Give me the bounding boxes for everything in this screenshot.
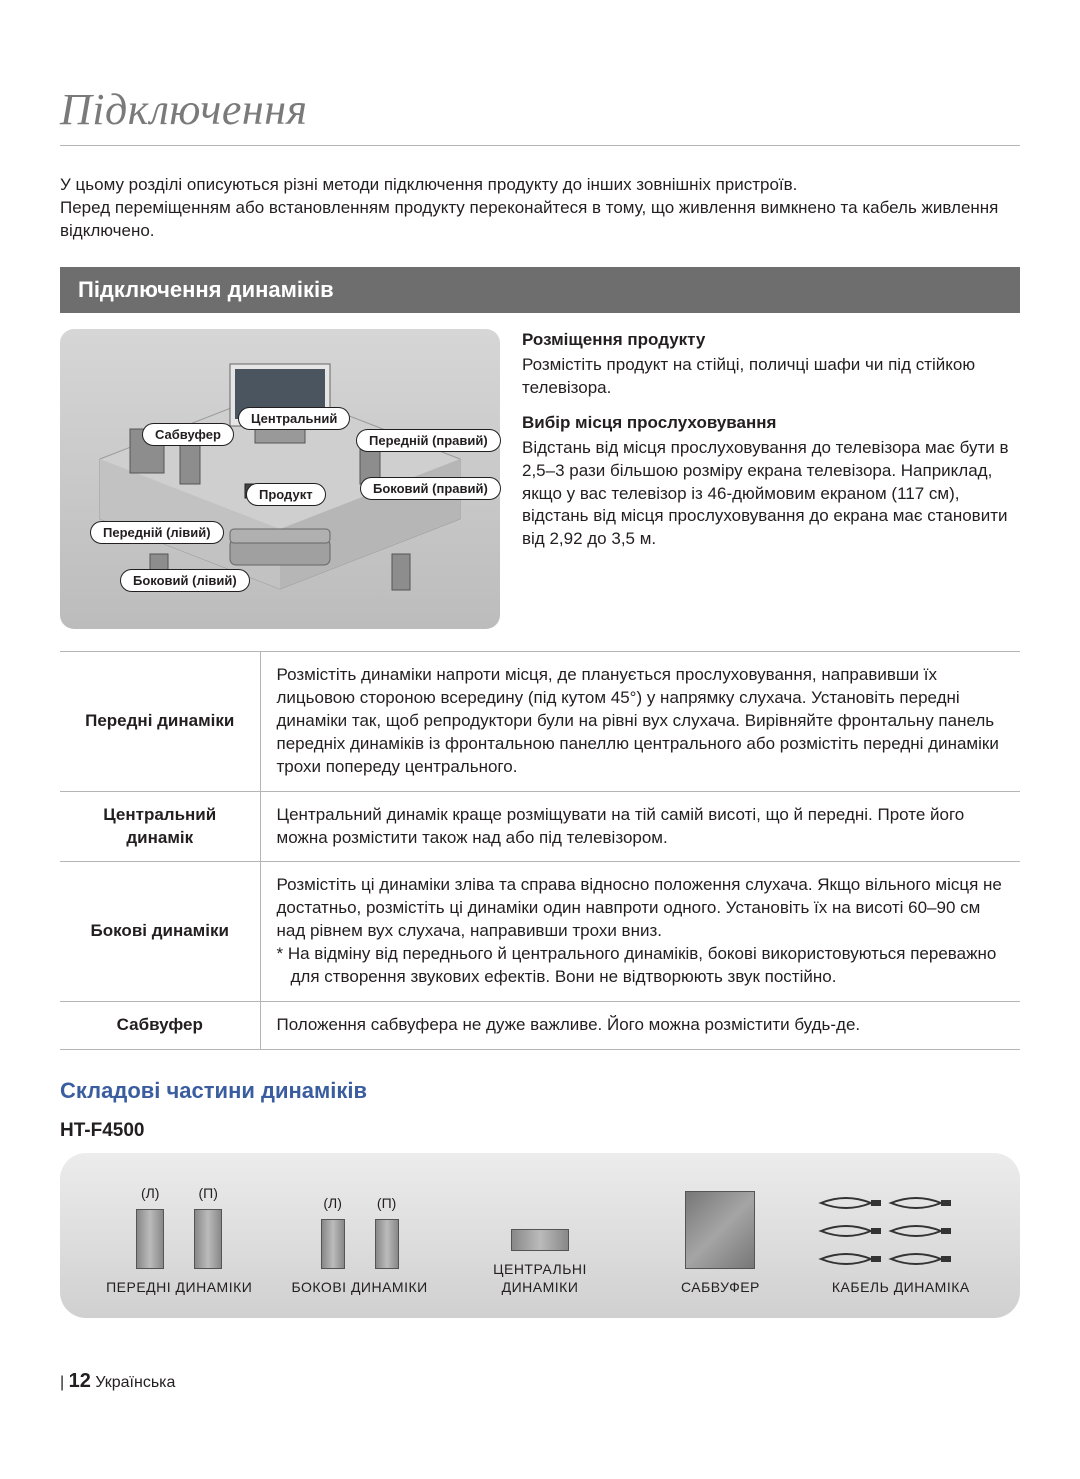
component-front-speakers: (Л) (П) ПЕРЕДНІ ДИНАМІКИ — [94, 1184, 264, 1296]
speaker-description-table: Передні динаміки Розмістіть динаміки нап… — [60, 651, 1020, 1050]
caption-center: ЦЕНТРАЛЬНІ ДИНАМІКИ — [455, 1261, 625, 1296]
placement-heading-1: Розміщення продукту — [522, 329, 1020, 352]
component-subwoofer: САБВУФЕР — [635, 1191, 805, 1297]
component-center-speaker: ЦЕНТРАЛЬНІ ДИНАМІКИ — [455, 1179, 625, 1296]
page-number: 12 — [69, 1370, 91, 1392]
intro-text: У цьому розділі описуються різні методи … — [60, 174, 1020, 243]
subsection-title: Складові частини динаміків — [60, 1076, 1020, 1106]
row-body-front: Розмістіть динаміки напроти місця, де пл… — [260, 651, 1020, 791]
components-panel: (Л) (П) ПЕРЕДНІ ДИНАМІКИ (Л) (П) БОКОВІ … — [60, 1153, 1020, 1318]
diagram-label-product: Продукт — [246, 483, 326, 507]
caption-subwoofer: САБВУФЕР — [635, 1279, 805, 1297]
placement-text-1: Розмістіть продукт на стійці, поличці ша… — [522, 354, 1020, 400]
chapter-title: Підключення — [60, 80, 1020, 146]
row-body-subwoofer: Положення сабвуфера не дуже важливе. Йог… — [260, 1002, 1020, 1050]
table-row: Сабвуфер Положення сабвуфера не дуже важ… — [60, 1002, 1020, 1050]
diagram-label-front-left: Передній (лівий) — [90, 521, 224, 545]
table-row: Передні динаміки Розмістіть динаміки нап… — [60, 651, 1020, 791]
component-cables: КАБЕЛЬ ДИНАМІКА — [816, 1191, 986, 1297]
row-body-surround-main: Розмістіть ці динаміки зліва та справа в… — [277, 875, 1002, 940]
row-head-surround: Бокові динаміки — [60, 862, 260, 1002]
placement-text-2: Відстань від місця прослуховування до те… — [522, 437, 1020, 552]
diagram-label-center: Центральний — [238, 407, 350, 431]
row-head-center: Центральний динамік — [60, 791, 260, 862]
placement-heading-2: Вибір місця прослуховування — [522, 412, 1020, 435]
diagram-label-subwoofer: Сабвуфер — [142, 423, 234, 447]
placement-text-column: Розміщення продукту Розмістіть продукт н… — [522, 329, 1020, 629]
table-row: Бокові динаміки Розмістіть ці динаміки з… — [60, 862, 1020, 1002]
row-body-surround: Розмістіть ці динаміки зліва та справа в… — [260, 862, 1020, 1002]
lp-left-label-2: (Л) — [323, 1194, 342, 1213]
caption-cable: КАБЕЛЬ ДИНАМІКА — [816, 1279, 986, 1297]
lp-right-label-2: (П) — [377, 1194, 396, 1213]
table-row: Центральний динамік Центральний динамік … — [60, 791, 1020, 862]
section-header-speakers: Підключення динаміків — [60, 267, 1020, 313]
caption-front: ПЕРЕДНІ ДИНАМІКИ — [94, 1279, 264, 1297]
caption-surround: БОКОВІ ДИНАМІКИ — [274, 1279, 444, 1297]
page-footer: | 12 Українська — [60, 1368, 1020, 1395]
page-language: Українська — [95, 1374, 175, 1391]
lp-right-label: (П) — [199, 1184, 218, 1203]
model-number: HT-F4500 — [60, 1118, 1020, 1144]
component-surround-speakers: (Л) (П) БОКОВІ ДИНАМІКИ — [274, 1194, 444, 1296]
row-head-subwoofer: Сабвуфер — [60, 1002, 260, 1050]
diagram-label-surround-right: Боковий (правий) — [360, 477, 501, 501]
diagram-label-surround-left: Боковий (лівий) — [120, 569, 250, 593]
row-body-center: Центральний динамік краще розміщувати на… — [260, 791, 1020, 862]
lp-left-label: (Л) — [141, 1184, 160, 1203]
speaker-placement-diagram: Центральний Сабвуфер Передній (правий) Б… — [60, 329, 500, 629]
row-body-surround-note: * На відміну від переднього й центрально… — [277, 943, 1005, 989]
row-head-front: Передні динаміки — [60, 651, 260, 791]
intro-line-2: Перед переміщенням або встановленням про… — [60, 197, 1020, 243]
cable-icon — [816, 1191, 956, 1269]
diagram-label-front-right: Передній (правий) — [356, 429, 501, 453]
intro-line-1: У цьому розділі описуються різні методи … — [60, 174, 1020, 197]
